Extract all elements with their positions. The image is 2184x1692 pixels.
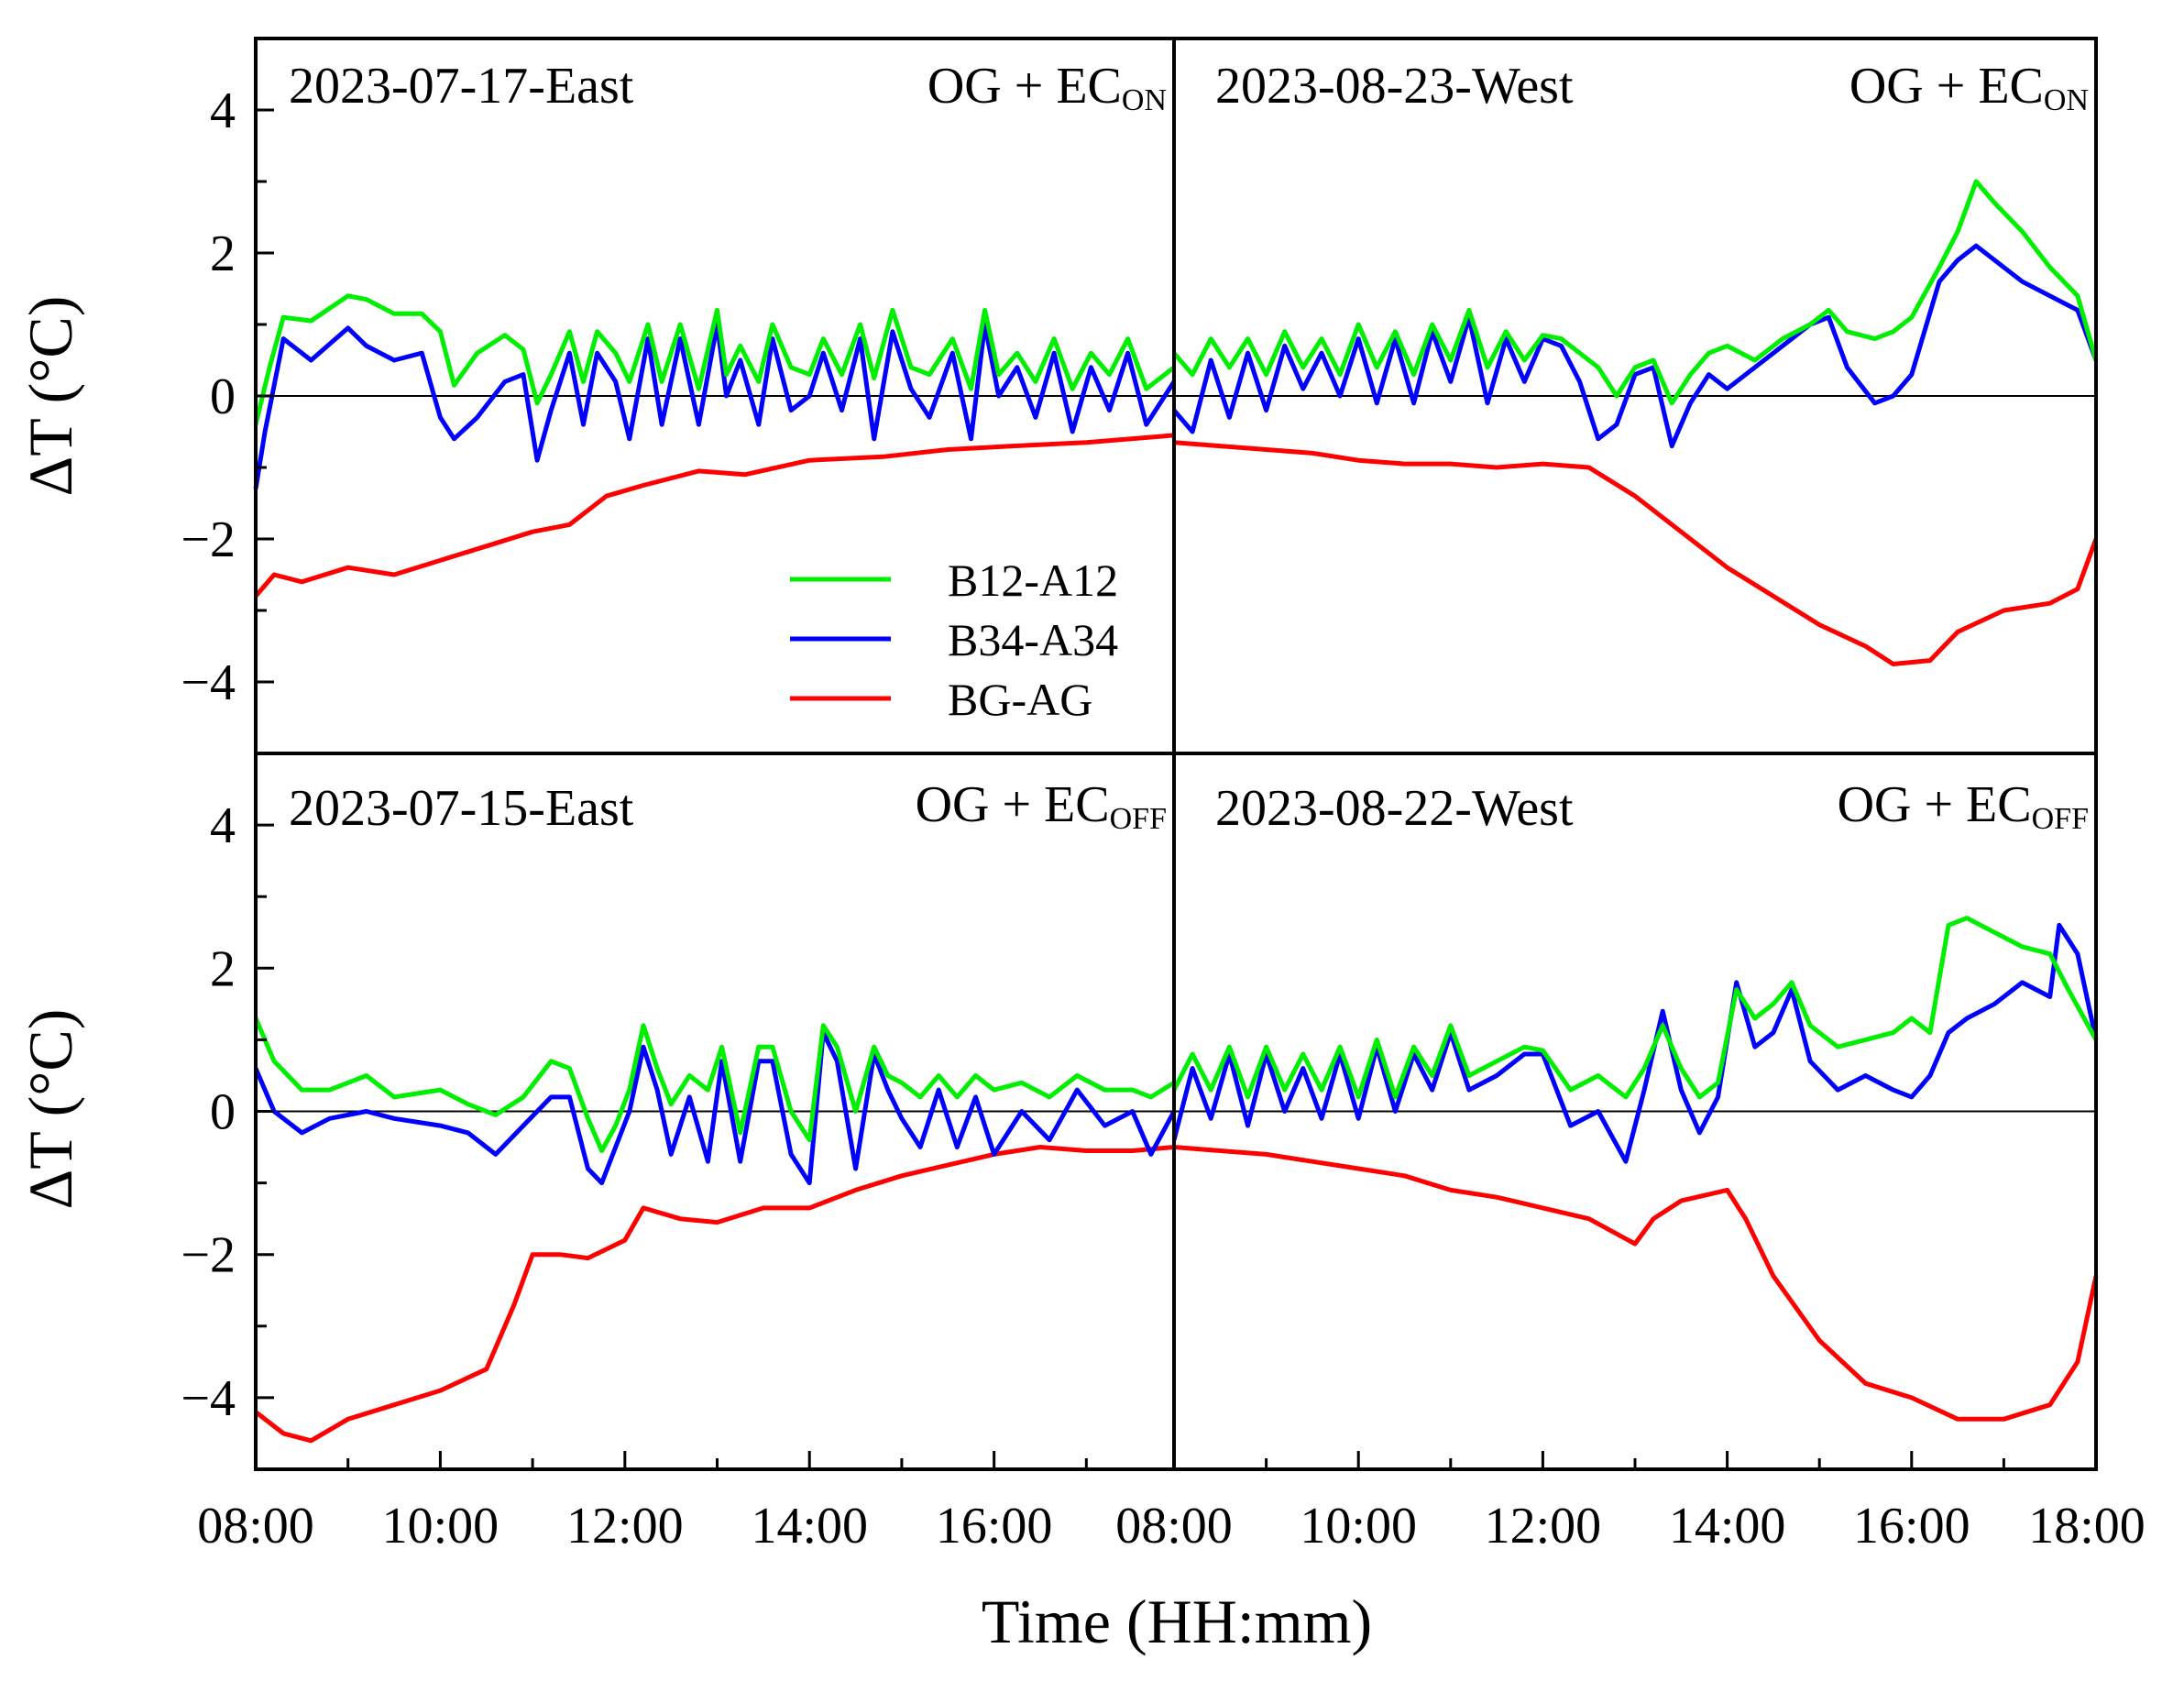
top-left-ytick-label: 4: [210, 82, 236, 139]
top-right-series-b34-a34: [1172, 243, 2099, 449]
x-axis-title: Time (HH:mm): [982, 1587, 1372, 1656]
top-left-series-b34-a34: [253, 322, 1177, 489]
top-right-series-b12-a12: [1172, 179, 2099, 406]
top-right-panel: 2023-08-23-West OG + ECON: [1172, 37, 2099, 755]
legend-label-bg-ag: BG-AG: [948, 674, 1092, 725]
legend: B12-A12 B34-A34 BG-AG: [790, 555, 1118, 725]
x-tick-label-right: 18:00: [2028, 1498, 2146, 1555]
x-tick-label-right: 14:00: [1669, 1498, 1786, 1555]
x-tick-label-right: 12:00: [1485, 1498, 1602, 1555]
x-tick-label-right: 16:00: [1853, 1498, 1970, 1555]
legend-label-b12-a12: B12-A12: [948, 555, 1118, 606]
y-axis-title-top: ΔT (°C): [16, 296, 85, 497]
bottom-left-ytick-label: 4: [210, 797, 236, 854]
top-left-ytick-label: 2: [210, 225, 236, 282]
top-left-condition: OG + ECON: [927, 58, 1167, 117]
bottom-left-series-b34-a34: [253, 1030, 1177, 1186]
top-right-title: 2023-08-23-West: [1215, 58, 1574, 115]
bottom-right-series-b12-a12: [1171, 916, 2099, 1100]
bottom-left-condition: OG + ECOFF: [916, 776, 1167, 836]
x-tick-label-left: 14:00: [751, 1498, 868, 1555]
top-left-series-bg-ag: [254, 433, 1175, 599]
x-tick-label-left: 08:00: [197, 1498, 314, 1555]
top-left-ytick-label: 0: [210, 368, 236, 425]
bottom-right-title: 2023-08-22-West: [1215, 780, 1574, 837]
bottom-left-series-b12-a12: [253, 1017, 1176, 1153]
x-tick-label-left: 10:00: [382, 1498, 499, 1555]
bottom-left-ytick-label: −2: [181, 1227, 236, 1284]
bottom-right-series-b34-a34: [1171, 922, 2099, 1164]
top-left-ytick-label: −4: [181, 654, 236, 711]
top-right-series-bg-ag: [1173, 440, 2099, 666]
top-left-title: 2023-07-17-East: [289, 58, 634, 115]
top-left-series-b12-a12: [253, 293, 1176, 425]
y-axis-title-bottom: ΔT (°C): [16, 1009, 85, 1210]
bottom-left-title: 2023-07-15-East: [289, 780, 634, 837]
x-tick-label-left: 16:00: [936, 1498, 1053, 1555]
top-left-ytick-label: −2: [181, 511, 236, 568]
bottom-right-condition: OG + ECOFF: [1838, 776, 2089, 836]
bottom-right-panel: 2023-08-22-West OG + ECOFF: [1171, 752, 2099, 1471]
bottom-left-series-bg-ag: [254, 1145, 1175, 1444]
bottom-left-ytick-label: 2: [210, 940, 236, 997]
bottom-left-ytick-label: 0: [210, 1084, 236, 1141]
bottom-left-panel: 4 2 0 −2 −4 2023-07-15-East OG + ECOFF: [181, 752, 1177, 1471]
bottom-left-ytick-label: −4: [181, 1370, 236, 1427]
x-tick-label-left: 12:00: [566, 1498, 684, 1555]
top-right-condition: OG + ECON: [1849, 58, 2089, 117]
bottom-right-series-bg-ag: [1173, 1145, 2099, 1422]
x-tick-label-right: 10:00: [1300, 1498, 1417, 1555]
x-tick-label-right: 08:00: [1115, 1498, 1233, 1555]
legend-label-b34-a34: B34-A34: [948, 614, 1118, 665]
